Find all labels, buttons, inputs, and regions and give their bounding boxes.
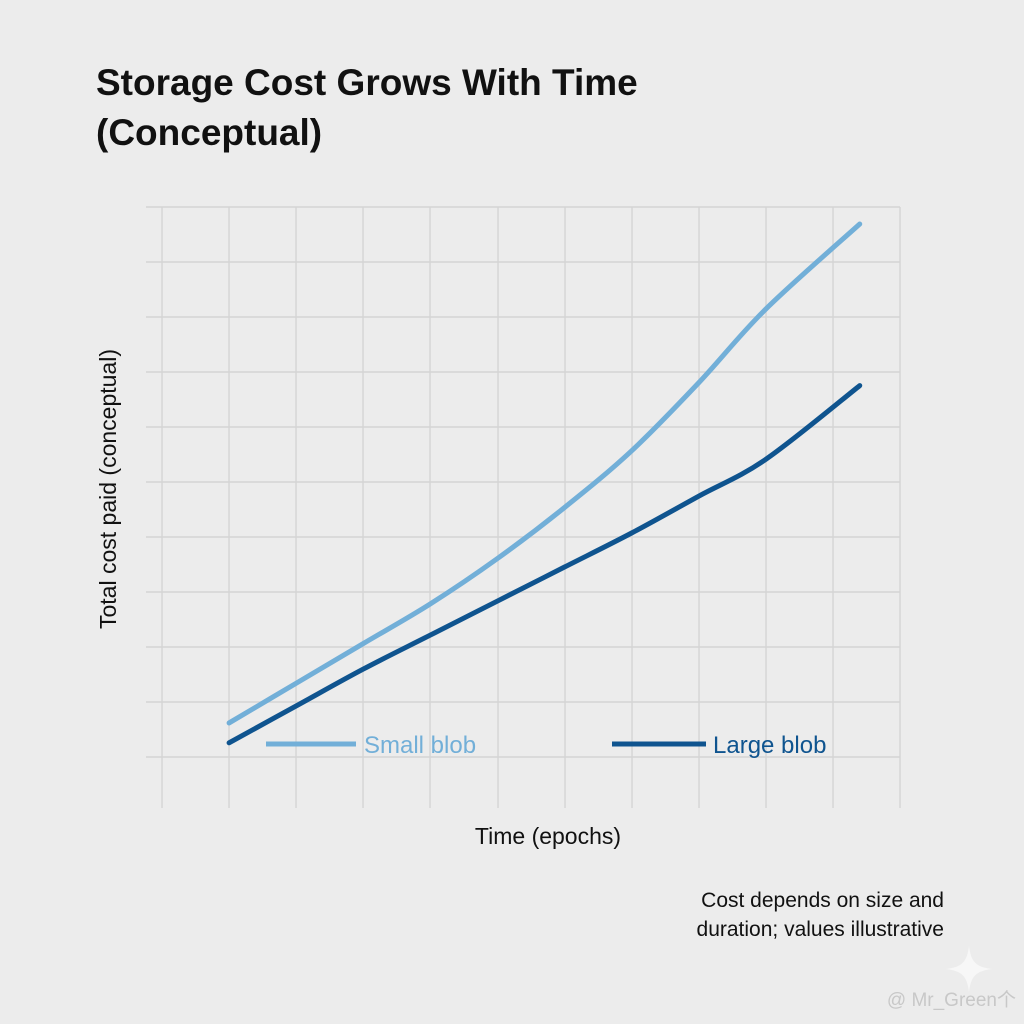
- legend: Small blob Large blob: [266, 732, 826, 759]
- watermark: @ Mr_Green个: [886, 990, 1016, 1011]
- grid: [146, 206, 901, 808]
- sparkle-icon: [946, 946, 992, 992]
- footnote: Cost depends on size and duration; value…: [697, 886, 944, 944]
- series-lines: [226, 221, 863, 746]
- chart-title-line-1: Storage Cost Grows With Time: [96, 62, 638, 103]
- series-line-large-blob: [226, 383, 863, 746]
- chart-title: Storage Cost Grows With Time (Conceptual…: [96, 58, 916, 158]
- footnote-line-1: Cost depends on size and: [701, 889, 944, 912]
- y-axis-label: Total cost paid (conceptual): [95, 349, 121, 629]
- legend-label-small-blob: Small blob: [364, 732, 476, 759]
- series-line-small-blob: [226, 221, 863, 726]
- x-axis-label: Time (epochs): [475, 823, 621, 849]
- legend-label-large-blob: Large blob: [713, 732, 826, 759]
- chart-title-line-2: (Conceptual): [96, 112, 323, 153]
- footnote-line-2: duration; values illustrative: [696, 918, 944, 941]
